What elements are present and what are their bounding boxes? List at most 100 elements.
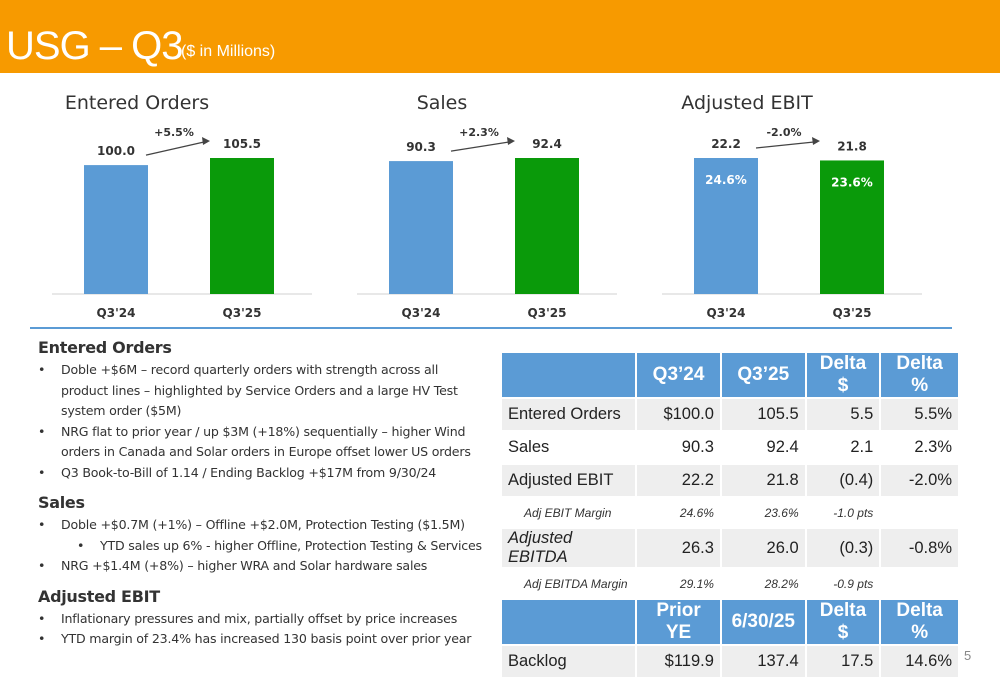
chart-title: Sales [417, 92, 468, 114]
bullet-item: NRG flat to prior year / up $3M (+18%) s… [38, 422, 488, 463]
category-label: Q3'25 [528, 306, 567, 320]
table-cell: 90.3 [637, 432, 720, 463]
commentary-panel: Entered Orders Doble +$6M – record quart… [38, 336, 488, 650]
row-label: Backlog [502, 646, 636, 677]
delta-arrow [450, 141, 510, 152]
header-cell: 6/30/25 [721, 600, 805, 644]
header-blank-cell [502, 353, 636, 397]
category-label: Q3'24 [402, 306, 441, 320]
bar [84, 165, 148, 294]
table-row: Adjusted EBITDA 26.3 26.0 (0.3) -0.8% [502, 529, 958, 567]
row-label: Sales [502, 432, 636, 463]
table-cell: -1.0 pts [806, 498, 880, 527]
table-cell: (0.3) [806, 529, 880, 567]
bullet-item: YTD margin of 23.4% has increased 130 ba… [38, 629, 488, 650]
delta-label: +2.3% [459, 126, 499, 139]
bar [694, 158, 758, 294]
chart-title: Adjusted EBIT [681, 92, 813, 114]
delta-label: -2.0% [766, 126, 801, 139]
data-label: 100.0 [97, 144, 135, 158]
header-cell: Prior YE [637, 600, 720, 644]
table-cell: 26.0 [721, 529, 805, 567]
row-label: Adjusted EBIT [502, 465, 636, 496]
bar-inner-label: 23.6% [831, 175, 873, 189]
table-cell: 105.5 [721, 399, 805, 430]
table-row: Adj EBITDA Margin 29.1% 28.2% -0.9 pts [502, 569, 958, 598]
header-cell: Q3’25 [721, 353, 805, 397]
table-cell: (0.4) [806, 465, 880, 496]
adjusted-ebit-chart: Adjusted EBIT 22.2 24.6% Q3'24 21.8 23.6% Q3'2… [650, 82, 970, 327]
header-cell: Delta $ [806, 353, 880, 397]
category-label: Q3'24 [97, 306, 136, 320]
page-number: 5 [964, 648, 972, 663]
bullet-item: Inflationary pressures and mix, partiall… [38, 609, 488, 630]
header-cell: Delta % [881, 600, 958, 644]
data-label: 92.4 [532, 137, 562, 151]
sales-chart: Sales 90.3 Q3'24 92.4 Q3'25 +2.3% [345, 82, 665, 327]
bullet-item: Doble +$0.7M (+1%) – Offline +$2.0M, Pro… [38, 515, 488, 536]
table-header-row: Q3’24 Q3’25 Delta $ Delta % [502, 353, 958, 397]
financial-summary-table: Q3’24 Q3’25 Delta $ Delta % Entered Orde… [500, 351, 960, 679]
chart-canvas: Sales 90.3 Q3'24 92.4 Q3'25 +2.3% [357, 92, 617, 320]
header-cell: Delta $ [806, 600, 880, 644]
table-cell: -2.0% [881, 465, 958, 496]
sales-heading: Sales [38, 493, 85, 512]
table-cell: 23.6% [721, 498, 805, 527]
bullet-item: NRG +$1.4M (+8%) – higher WRA and Solar … [38, 556, 488, 577]
table-header-row: Prior YE 6/30/25 Delta $ Delta % [502, 600, 958, 644]
entered-orders-heading: Entered Orders [38, 338, 172, 357]
chart-title: Entered Orders [65, 92, 209, 114]
entered-orders-chart: Entered Orders 100.0 Q3'24 105.5 Q3'25 +5.5% [40, 82, 360, 327]
category-label: Q3'24 [707, 306, 746, 320]
page-subtitle: ($ in Millions) [181, 43, 276, 60]
data-label: 105.5 [223, 137, 261, 151]
chart-canvas: Adjusted EBIT 22.2 24.6% Q3'24 21.8 23.6% Q3'2… [662, 92, 922, 320]
table-cell: $119.9 [637, 646, 720, 677]
table-cell: 2.1 [806, 432, 880, 463]
table-cell: 22.2 [637, 465, 720, 496]
delta-arrow [755, 141, 815, 149]
bar [210, 158, 274, 294]
table-cell: -0.8% [881, 529, 958, 567]
arrowhead-icon [812, 137, 820, 145]
table-cell: 24.6% [637, 498, 720, 527]
section-divider [30, 327, 952, 329]
row-label: Entered Orders [502, 399, 636, 430]
table-cell: 137.4 [721, 646, 805, 677]
title-bar: USG – Q3 ($ in Millions) [0, 0, 1000, 73]
sub-bullet-item: YTD sales up 6% - higher Offline, Protec… [38, 536, 488, 557]
table-cell: 17.5 [806, 646, 880, 677]
table-cell: 2.3% [881, 432, 958, 463]
table-row: Backlog $119.9 137.4 17.5 14.6% [502, 646, 958, 677]
delta-arrow [145, 141, 205, 156]
bullet-item: Q3 Book-to-Bill of 1.14 / Ending Backlog… [38, 463, 488, 484]
data-label: 21.8 [837, 139, 867, 153]
header-cell: Q3’24 [637, 353, 720, 397]
table-cell: 29.1% [637, 569, 720, 598]
table-row: Adj EBIT Margin 24.6% 23.6% -1.0 pts [502, 498, 958, 527]
table-cell: 26.3 [637, 529, 720, 567]
header-cell: Delta % [881, 353, 958, 397]
table-row: Entered Orders $100.0 105.5 5.5 5.5% [502, 399, 958, 430]
table-cell [881, 569, 958, 598]
bar [389, 161, 453, 294]
row-label: Adj EBITDA Margin [502, 569, 636, 598]
category-label: Q3'25 [223, 306, 262, 320]
data-label: 22.2 [711, 137, 741, 151]
row-label: Adjusted EBITDA [502, 529, 636, 567]
bar [820, 160, 884, 294]
table-cell: $100.0 [637, 399, 720, 430]
arrowhead-icon [202, 137, 210, 145]
data-label: 90.3 [406, 140, 436, 154]
chart-canvas: Entered Orders 100.0 Q3'24 105.5 Q3'25 +5.5% [52, 92, 312, 320]
category-label: Q3'25 [833, 306, 872, 320]
table-cell: 21.8 [721, 465, 805, 496]
table-row: Sales 90.3 92.4 2.1 2.3% [502, 432, 958, 463]
page-title: USG – Q3 [6, 24, 184, 68]
arrowhead-icon [507, 137, 515, 145]
delta-label: +5.5% [154, 126, 194, 139]
table-cell: 92.4 [721, 432, 805, 463]
bar-inner-label: 24.6% [705, 173, 747, 187]
table-cell: 14.6% [881, 646, 958, 677]
table-cell: 5.5 [806, 399, 880, 430]
